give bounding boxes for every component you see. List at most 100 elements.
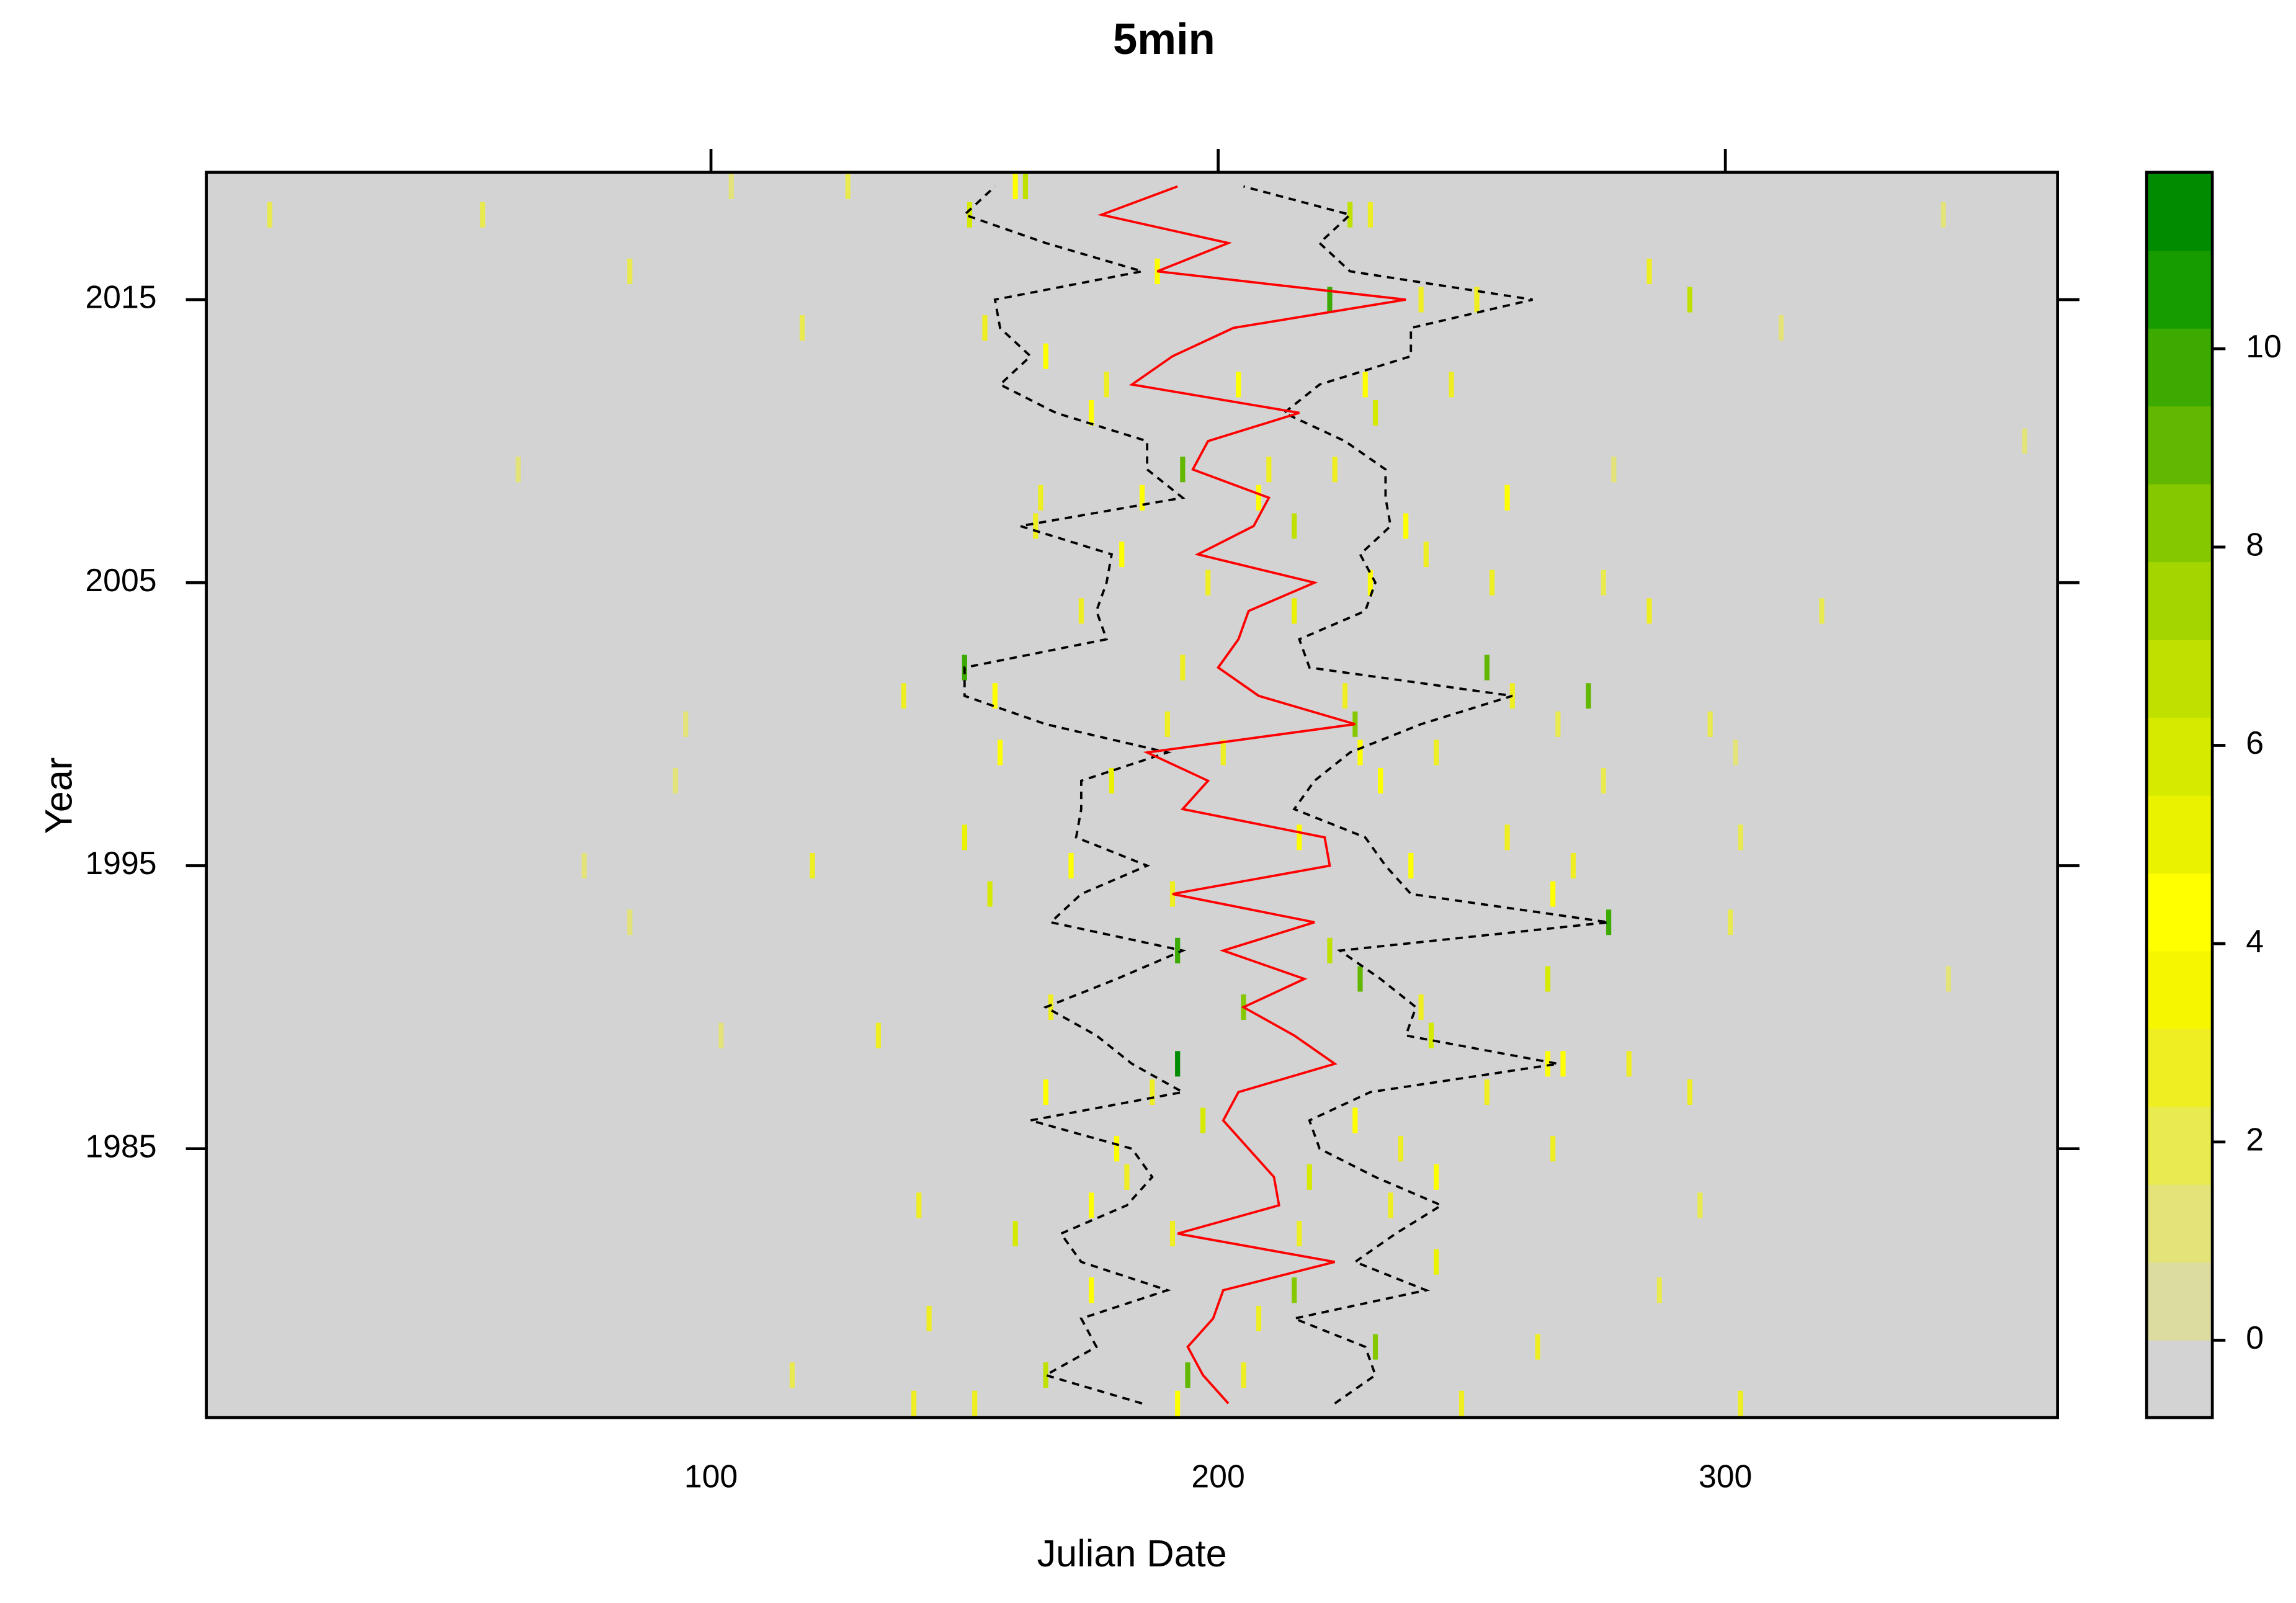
tile [1114, 1136, 1120, 1162]
tile [1434, 1249, 1439, 1275]
y-axis-label: Year [38, 757, 80, 834]
tile [1362, 372, 1368, 398]
colorbar-segment [2146, 328, 2213, 407]
tile [1256, 484, 1262, 511]
colorbar-segment [2146, 1184, 2213, 1263]
tile [1434, 739, 1439, 766]
tile [1256, 1305, 1262, 1331]
tile [911, 1390, 917, 1416]
colorbar-segment [2146, 872, 2213, 952]
tile [627, 258, 633, 284]
tile [1164, 711, 1170, 737]
tile [1357, 966, 1363, 992]
colorbar-segment [2146, 561, 2213, 640]
tile [1555, 711, 1561, 737]
tile [875, 1022, 881, 1048]
tile [1656, 1277, 1662, 1303]
tile [1489, 569, 1495, 596]
y-tick-label: 1995 [85, 845, 156, 881]
colorbar-segment [2146, 950, 2213, 1029]
y-tick-label: 1985 [85, 1128, 156, 1164]
tile [1428, 1022, 1434, 1048]
colorbar-segment [2146, 483, 2213, 563]
tile [1449, 372, 1454, 398]
colorbar-segment [2146, 1028, 2213, 1107]
tile [516, 457, 521, 483]
tile [2022, 428, 2027, 454]
tile [926, 1305, 932, 1331]
colorbar-segment [2146, 717, 2213, 796]
tile [1606, 909, 1612, 935]
tile [1241, 1362, 1246, 1388]
tile [1012, 1221, 1018, 1247]
x-tick-label: 200 [1191, 1458, 1244, 1494]
tile [1038, 484, 1043, 511]
tile [1738, 1390, 1743, 1416]
tile [267, 202, 272, 228]
tile [1012, 173, 1018, 200]
tile [1022, 173, 1029, 200]
tile [1484, 654, 1490, 681]
tile [1687, 1079, 1693, 1105]
tile [1352, 1107, 1358, 1133]
tile [1778, 315, 1784, 341]
tile [1307, 1164, 1312, 1190]
tile [1205, 569, 1211, 596]
tile [1601, 768, 1607, 794]
tile [1697, 1192, 1703, 1218]
tile [1367, 202, 1373, 228]
colorbar-segment [2146, 639, 2213, 718]
tile [800, 315, 805, 341]
x-tick-label: 100 [684, 1458, 738, 1494]
tile [1458, 1390, 1465, 1416]
tile [1423, 542, 1429, 568]
tile [1570, 852, 1576, 878]
tile [962, 824, 967, 851]
tile [1367, 569, 1373, 596]
tile [1292, 598, 1297, 624]
colorbar-segment [2146, 1106, 2213, 1185]
tile [1372, 1334, 1378, 1360]
tile [987, 881, 993, 907]
tile [1545, 966, 1551, 992]
tile [1327, 287, 1333, 313]
x-tick-label: 300 [1699, 1458, 1752, 1494]
tile [1586, 683, 1591, 709]
line [962, 185, 1187, 1405]
tile [1474, 287, 1480, 313]
tile [1342, 683, 1348, 709]
tile [992, 683, 998, 709]
tile [1104, 372, 1109, 398]
tile [1403, 513, 1409, 539]
tile [1175, 1390, 1181, 1416]
tile [1043, 1362, 1048, 1388]
tile [901, 683, 906, 709]
chart-title: 5min [1113, 14, 1215, 63]
tile [1266, 457, 1272, 483]
tile [1292, 1277, 1297, 1303]
tile [789, 1362, 795, 1388]
colorbar-frame [2145, 171, 2214, 1419]
tile [1535, 1334, 1540, 1360]
colorbar-segment [2146, 172, 2213, 251]
tile [1236, 372, 1241, 398]
colorbar-tick-label: 2 [2246, 1121, 2264, 1157]
tile [1545, 1051, 1551, 1077]
tile [1687, 287, 1693, 313]
tile [1109, 768, 1114, 794]
tile [845, 173, 851, 200]
colorbar-segment [2146, 250, 2213, 329]
tile [1033, 513, 1039, 539]
tile [1504, 824, 1510, 851]
colorbar-segment [2146, 795, 2213, 874]
tile [997, 739, 1003, 766]
colorbar-segment [2146, 1339, 2213, 1419]
tile [1297, 1221, 1302, 1247]
tile [480, 202, 486, 228]
y-tick-label: 2015 [85, 279, 156, 315]
tile [967, 202, 973, 228]
tile [1733, 739, 1738, 766]
tile [810, 852, 815, 878]
tile [1560, 1051, 1566, 1077]
tile [1434, 1164, 1439, 1190]
